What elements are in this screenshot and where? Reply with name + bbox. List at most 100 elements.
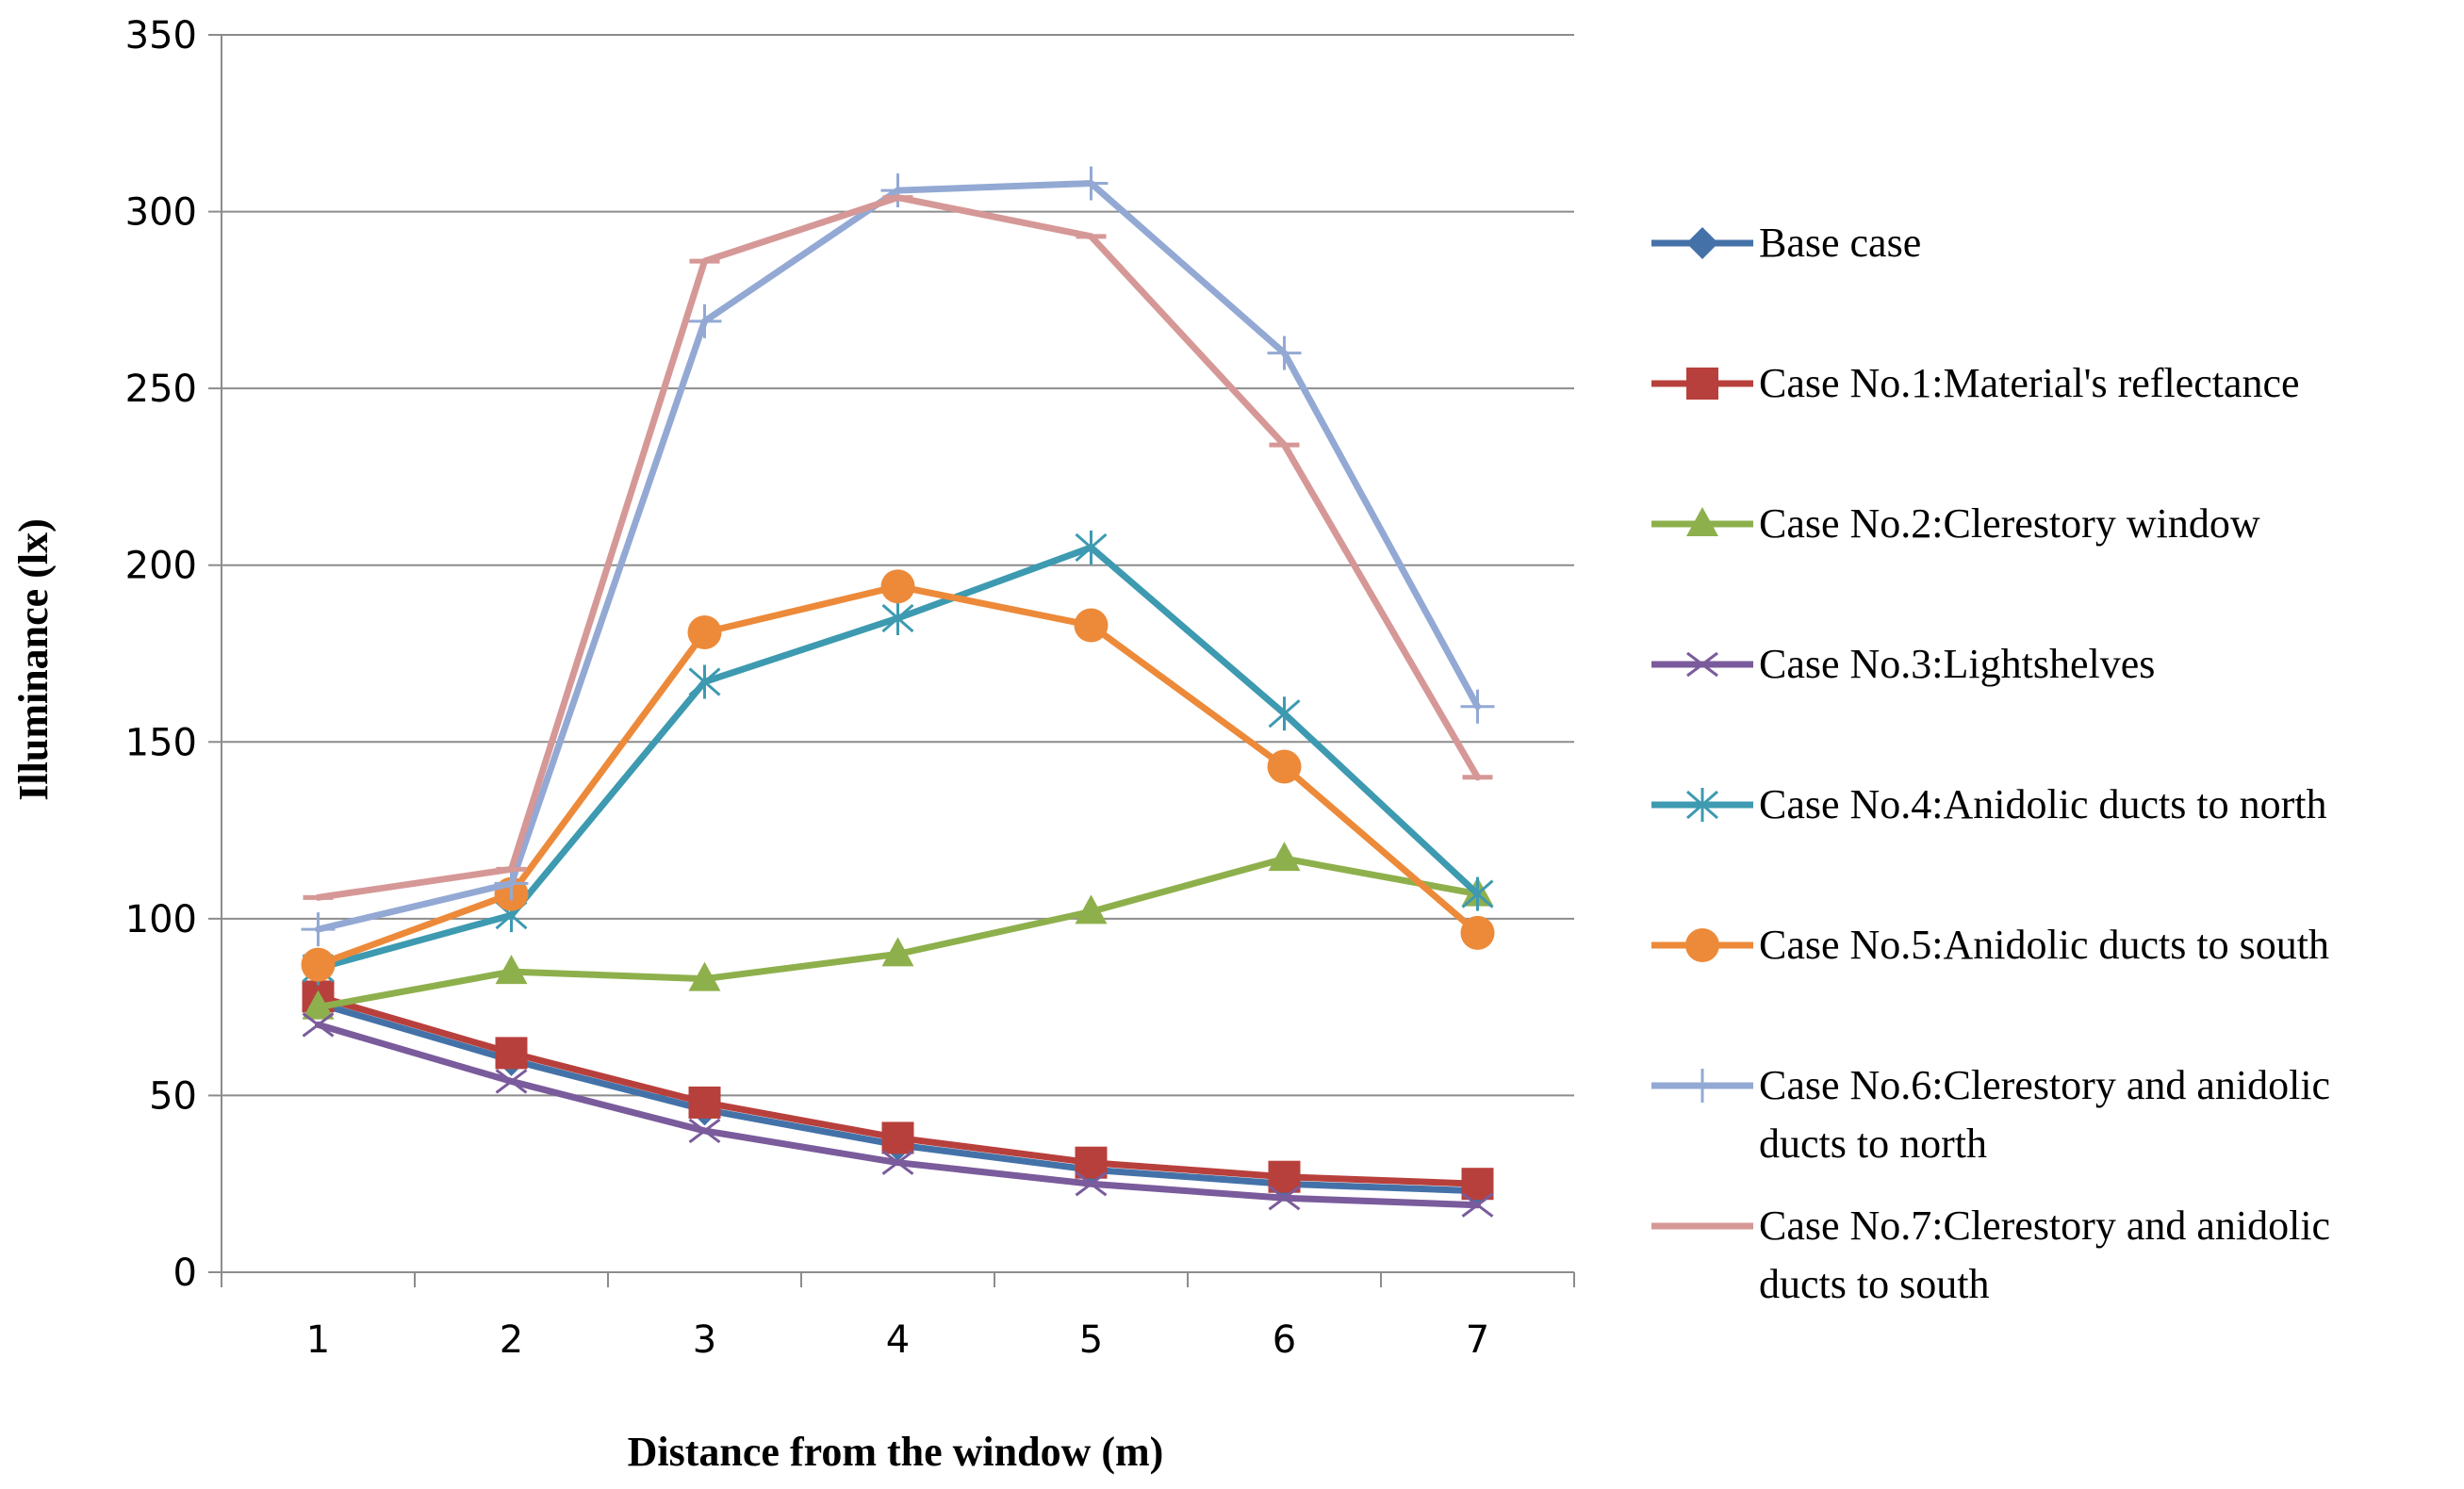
marker-stroke (1268, 1186, 1301, 1211)
data-point (1074, 608, 1109, 643)
x-tick-label: 7 (1466, 1318, 1489, 1362)
legend-label: Case No.5:Anidolic ducts to south (1759, 922, 2329, 968)
data-point (1075, 1171, 1108, 1197)
data-point (688, 1118, 721, 1144)
series-lines (301, 166, 1495, 1218)
y-tick-label: 150 (125, 721, 197, 764)
data-point (1268, 1186, 1301, 1211)
data-point (688, 961, 721, 991)
legend-label: Base case (1759, 220, 1921, 266)
legend-label: Case No.4:Anidolic ducts to north (1759, 781, 2327, 827)
series-line (315, 855, 1481, 1011)
series-3 (302, 842, 1494, 1020)
series-line (315, 194, 1481, 901)
data-point (881, 1150, 914, 1175)
legend-item: Case No.6:Clerestory and anidolic ducts t… (1651, 1062, 2330, 1167)
x-tick-label: 1 (306, 1318, 330, 1362)
x-tick-label: 3 (693, 1318, 716, 1362)
data-point (301, 912, 336, 947)
data-point (302, 990, 335, 1020)
y-axis-title: Illuminance (lx) (10, 518, 57, 800)
y-tick-label: 200 (125, 545, 197, 588)
y-tick-label: 350 (125, 14, 197, 57)
data-point (1267, 749, 1302, 784)
legend-label: Case No.1:Material's reflectance (1759, 360, 2300, 406)
data-point (1686, 651, 1718, 678)
data-point (495, 1069, 528, 1094)
data-point (1075, 530, 1108, 565)
marker-stroke (688, 1118, 721, 1144)
data-point (1460, 915, 1495, 950)
legend-label: ducts to north (1759, 1121, 1987, 1167)
x-tick-label: 5 (1079, 1318, 1103, 1362)
data-point (688, 664, 721, 699)
series-4 (302, 1012, 1494, 1218)
data-point (1685, 1069, 1719, 1103)
data-point (1460, 689, 1495, 724)
legend: Base case Case No.1:Material's reflectanc… (1651, 220, 2330, 1307)
series-6 (301, 569, 1495, 982)
y-tick-label: 100 (125, 898, 197, 941)
marker-stroke (881, 1150, 914, 1175)
data-point (1461, 1192, 1494, 1218)
legend-label: Case No.3:Lightshelves (1759, 641, 2155, 687)
x-tick-label: 2 (500, 1318, 523, 1362)
legend-item: Case No.2:Clerestory window (1651, 500, 2260, 547)
legend-item: Case No.4:Anidolic ducts to north (1651, 781, 2327, 827)
legend-label: Case No.6:Clerestory and anidolic (1759, 1062, 2330, 1108)
data-point (881, 1121, 914, 1154)
data-point (1461, 1168, 1494, 1201)
y-tick-label: 300 (125, 191, 197, 235)
data-point (1686, 507, 1718, 536)
legend-label: Case No.2:Clerestory window (1759, 500, 2260, 547)
data-point (687, 303, 722, 338)
data-point (1074, 166, 1109, 201)
data-point (1686, 368, 1718, 400)
data-point (1686, 788, 1718, 822)
axes: 0 50 100 150 200 250 300 350 1 2 3 4 5 6 7 (125, 14, 1575, 1362)
marker-stroke (1075, 1171, 1108, 1197)
data-point (880, 569, 915, 604)
data-point (302, 1012, 335, 1038)
series-7 (301, 166, 1495, 947)
legend-item: Case No.3:Lightshelves (1651, 641, 2155, 687)
data-point (1268, 1160, 1301, 1193)
data-point (1075, 1146, 1108, 1179)
legend-item: Case No.5:Anidolic ducts to south (1651, 922, 2329, 968)
data-point (880, 173, 915, 208)
data-point (495, 1037, 528, 1070)
legend-item: Case No.1:Material's reflectance (1651, 360, 2300, 406)
data-point (881, 937, 914, 967)
data-point (1075, 894, 1108, 924)
marker-stroke (1686, 651, 1718, 678)
data-point (1461, 876, 1494, 911)
series-2 (302, 980, 1494, 1201)
data-point (881, 600, 914, 635)
series-8 (303, 194, 1493, 901)
legend-label: Case No.7:Clerestory and anidolic (1759, 1203, 2330, 1249)
marker-stroke (495, 1069, 528, 1094)
marker-stroke (302, 1012, 335, 1038)
series-line (315, 180, 1481, 933)
x-tick-label: 6 (1273, 1318, 1296, 1362)
y-tick-label: 250 (125, 368, 197, 411)
data-point (688, 1086, 721, 1119)
data-point (495, 955, 528, 985)
data-point (301, 947, 336, 982)
legend-item: Case No.7:Clerestory and anidolic ducts t… (1651, 1203, 2330, 1307)
series-line (315, 582, 1481, 969)
x-tick-label: 4 (886, 1318, 910, 1362)
y-tick-label: 0 (173, 1252, 197, 1295)
data-point (1268, 696, 1301, 731)
legend-item: Base case (1651, 220, 1921, 266)
data-point (1268, 842, 1301, 872)
legend-label: ducts to south (1759, 1261, 1989, 1307)
marker-stroke (1461, 1192, 1494, 1218)
data-point (1686, 227, 1718, 259)
data-point (687, 614, 722, 649)
y-tick-label: 50 (149, 1074, 197, 1118)
data-point (1685, 928, 1719, 962)
x-axis-title: Distance from the window (m) (628, 1429, 1164, 1475)
series-1 (302, 987, 1494, 1207)
